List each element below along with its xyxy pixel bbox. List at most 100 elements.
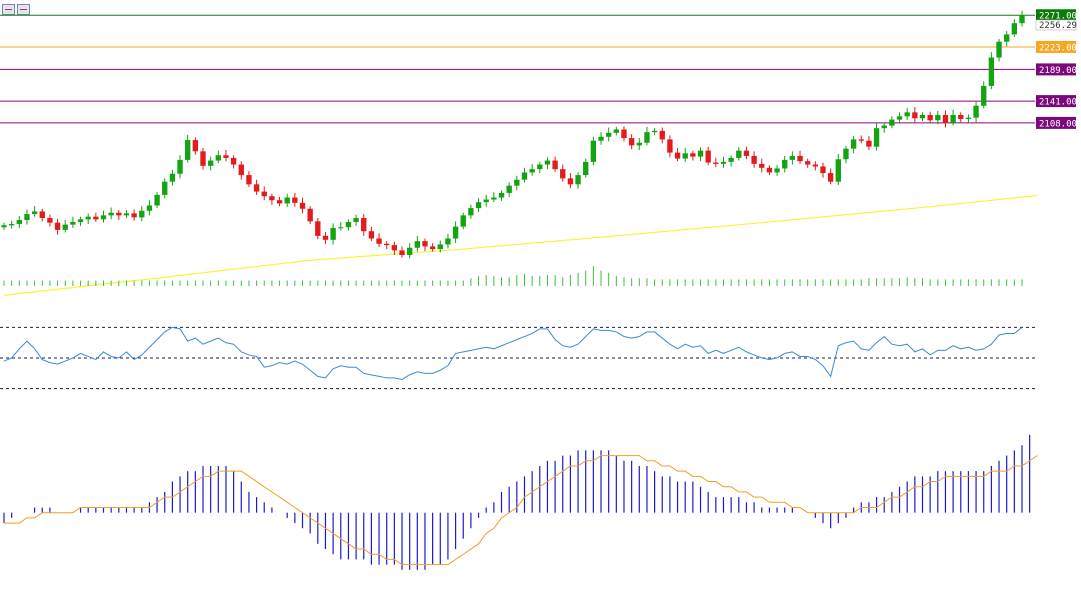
bull-candle [108, 212, 114, 216]
price-level-label: 2271.00 [1039, 12, 1077, 22]
bull-candle [583, 161, 589, 176]
bull-candle [345, 221, 352, 228]
bull-candle [782, 159, 788, 169]
bull-candle [636, 142, 642, 146]
bear-candle [705, 150, 711, 163]
bear-candle [361, 218, 367, 232]
bull-candle [169, 173, 176, 182]
bull-candle [506, 185, 512, 193]
bull-candle [70, 221, 76, 225]
bear-candle [713, 162, 719, 164]
volume-pane [3, 266, 1023, 286]
bull-candle [973, 105, 979, 118]
bull-candle [537, 164, 543, 170]
bear-candle [912, 112, 918, 119]
bull-candle [728, 157, 734, 162]
price-level-label: 2189.00 [1039, 66, 1077, 76]
bear-candle [223, 155, 229, 158]
bear-candle [866, 140, 872, 147]
bull-candle [575, 175, 581, 185]
current-price-tag [1035, 19, 1077, 31]
bear-candle [552, 160, 558, 170]
bull-candle [284, 197, 290, 204]
bull-candle [774, 168, 780, 173]
bull-candle [123, 213, 130, 216]
bull-candle [1011, 23, 1018, 35]
bear-candle [292, 197, 298, 203]
rsi-line [3, 326, 1023, 380]
bull-candle [185, 140, 191, 160]
bull-candle [8, 223, 15, 226]
bear-candle [322, 235, 329, 240]
price-pane [0, 10, 1038, 296]
bull-candle [330, 227, 336, 240]
bull-candle [338, 227, 344, 229]
bull-candle [873, 128, 880, 147]
chart-window-icon[interactable] [2, 4, 15, 15]
bear-candle [759, 163, 765, 168]
bull-candle [843, 148, 849, 160]
price-level-tag [1036, 116, 1076, 129]
bull-candle [77, 219, 84, 222]
bear-candle [391, 245, 398, 251]
bear-candle [368, 231, 375, 239]
bear-candle [269, 196, 275, 201]
bear-candle [827, 173, 834, 182]
bear-candle [230, 157, 237, 165]
macd-pane [3, 434, 1038, 570]
bear-candle [307, 208, 313, 222]
bear-candle [812, 164, 819, 167]
bear-candle [200, 151, 206, 166]
bull-candle [483, 199, 489, 203]
bear-candle [927, 114, 933, 121]
price-level-label: 2223.00 [1039, 43, 1077, 53]
bear-candle [384, 243, 390, 246]
bull-candle [896, 116, 903, 120]
bull-candle [85, 216, 91, 220]
bear-candle [246, 175, 252, 185]
rsi-pane [0, 326, 1035, 390]
bull-candle [835, 159, 841, 182]
bull-candle [414, 241, 421, 248]
bear-candle [116, 212, 122, 216]
bear-candle [238, 164, 244, 176]
bull-candle [850, 139, 857, 149]
bull-candle [644, 132, 650, 143]
bull-candle [1, 225, 7, 228]
bull-candle [475, 202, 482, 209]
bear-candle [766, 167, 773, 173]
bull-candle [720, 161, 727, 164]
bull-candle [460, 215, 466, 227]
bull-candle [353, 218, 359, 222]
bull-candle [950, 114, 956, 123]
bear-candle [399, 250, 405, 255]
chart-properties-icon[interactable] [17, 4, 30, 15]
bear-candle [276, 200, 283, 204]
price-level-label: 2108.00 [1039, 119, 1077, 129]
bear-candle [376, 238, 382, 244]
bear-candle [743, 150, 750, 156]
macd-signal-line [4, 455, 1038, 566]
bull-candle [651, 130, 658, 133]
bear-candle [858, 139, 864, 141]
bear-candle [805, 161, 811, 165]
bear-candle [674, 152, 681, 159]
bull-candle [139, 210, 145, 218]
price-level-tag [1036, 95, 1076, 108]
bull-candle [16, 219, 22, 224]
price-axis-tags: 2271.00 2223.00 2189.00 2141.00 2108.00 2256.… [1035, 9, 1077, 129]
bull-candle [613, 129, 620, 133]
bull-candle [24, 214, 30, 220]
bull-candle [177, 159, 183, 174]
bull-candle [521, 172, 528, 180]
bull-candle [215, 155, 221, 161]
bull-candle [31, 211, 38, 215]
bull-candle [965, 117, 972, 119]
bull-candle [207, 160, 214, 166]
bear-candle [261, 191, 267, 197]
bear-candle [628, 138, 635, 146]
current-price-label: 2256.29 [1039, 21, 1077, 31]
bear-candle [39, 211, 45, 219]
bear-candle [315, 221, 321, 236]
bear-candle [93, 216, 99, 220]
